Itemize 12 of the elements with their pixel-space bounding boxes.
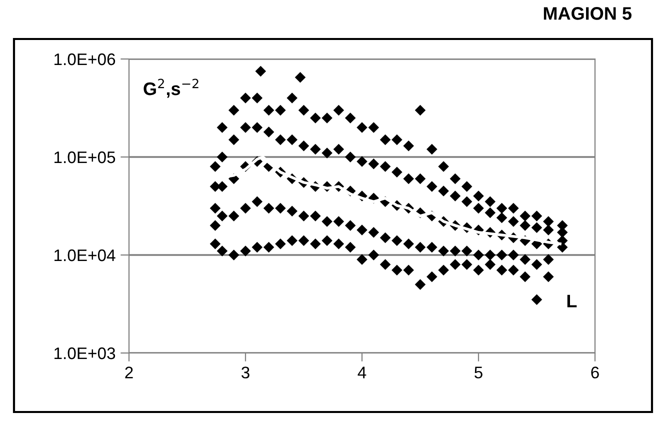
y-tick-label: 1.0E+04 [54, 249, 116, 262]
chart-title: MAGION 5 [544, 7, 632, 20]
y-tick-label: 1.0E+03 [54, 347, 116, 360]
y-axis-title: G$^{2}$,s$^{−2}$ [144, 78, 198, 98]
x-tick-label: 4 [358, 366, 366, 378]
x-tick-label: 6 [591, 366, 599, 378]
x-axis-title: L [567, 294, 577, 308]
x-tick-label: 3 [242, 366, 250, 378]
x-tick-label: 5 [474, 366, 482, 378]
y-tick-label: 1.0E+05 [54, 151, 116, 164]
x-tick-label: 2 [125, 366, 133, 378]
y-tick-label: 1.0E+06 [54, 53, 116, 66]
